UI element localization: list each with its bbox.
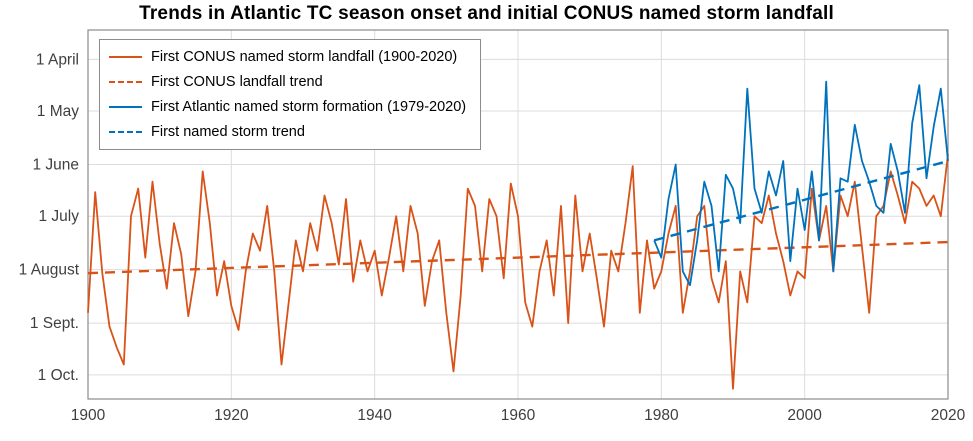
x-tick-labels: 1900 1920 1940 1960 1980 2000 2020 [71, 407, 966, 424]
solid-blue-line-icon [109, 106, 142, 108]
legend-label: First CONUS landfall trend [151, 74, 323, 90]
legend-label: First named storm trend [151, 124, 305, 140]
y-tick-label: 1 Oct. [38, 367, 79, 384]
legend-item-conus-trend[interactable]: First CONUS landfall trend [109, 72, 466, 92]
series-line-0 [87, 153, 949, 390]
y-tick-label: 1 Sept. [30, 315, 79, 332]
legend-label: First Atlantic named storm formation (19… [151, 99, 467, 115]
axis-box [87, 29, 949, 400]
series-line-2 [653, 80, 949, 287]
legend-item-named-storm-trend[interactable]: First named storm trend [109, 122, 466, 142]
y-tick-label: 1 July [39, 208, 80, 225]
x-tick-label: 1980 [644, 407, 679, 424]
x-tick-label: 1960 [501, 407, 536, 424]
dashed-orange-line-icon [109, 81, 142, 83]
y-tick-label: 1 August [19, 262, 80, 279]
y-tick-labels: 1 April 1 May 1 June 1 July 1 August 1 Sept. 1… [19, 51, 80, 384]
trend-line-1 [87, 240, 949, 275]
y-tick-label: 1 April [36, 51, 79, 68]
dashed-blue-line-icon [109, 131, 142, 133]
chart-title: Trends in Atlantic TC season onset and i… [139, 3, 834, 24]
solid-orange-line-icon [109, 56, 142, 58]
legend-box: First CONUS named storm landfall (1900-2… [99, 39, 482, 150]
x-tick-label: 1920 [214, 407, 249, 424]
x-tick-label: 2020 [931, 407, 966, 424]
legend-item-atlantic-formation[interactable]: First Atlantic named storm formation (19… [109, 97, 466, 117]
y-tick-label: 1 May [37, 103, 79, 120]
x-tick-label: 1940 [357, 407, 392, 424]
legend-item-conus-landfall[interactable]: First CONUS named storm landfall (1900-2… [109, 47, 466, 67]
legend-label: First CONUS named storm landfall (1900-2… [151, 49, 458, 65]
y-tick-label: 1 June [32, 156, 79, 173]
x-tick-label: 1900 [71, 407, 106, 424]
x-tick-label: 2000 [787, 407, 822, 424]
